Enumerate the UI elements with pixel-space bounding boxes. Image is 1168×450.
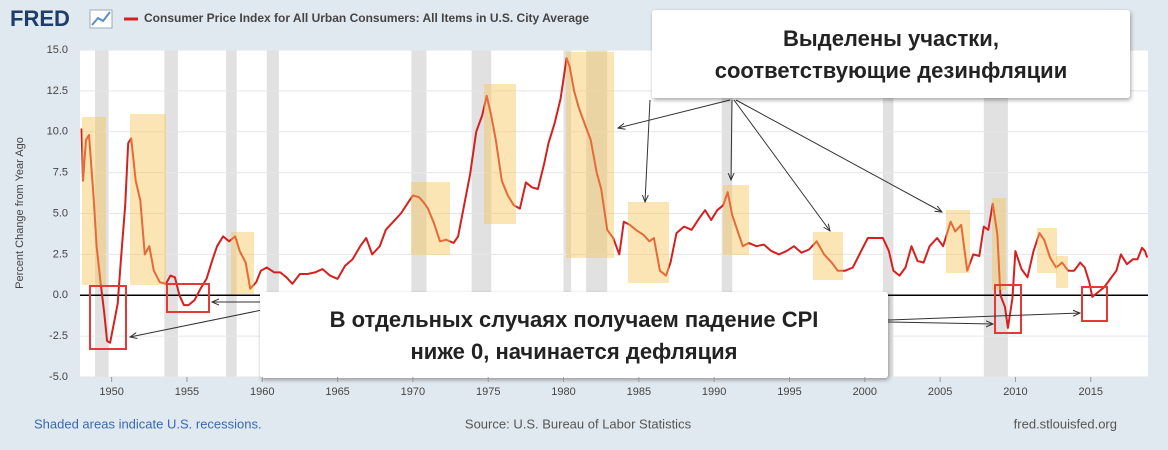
x-tick-label: 1965 (325, 386, 349, 398)
highlight-box (1056, 256, 1068, 288)
annotation-box (652, 10, 1130, 98)
arrow (735, 99, 942, 212)
y-tick-label: 12.5 (47, 85, 68, 97)
highlight-box (628, 202, 669, 283)
annotation-text: Выделены участки, (783, 26, 999, 51)
arrow (130, 309, 263, 337)
annotation-deflation: В отдельных случаях получаем падение CPI… (260, 292, 888, 378)
highlight-box (992, 198, 1006, 290)
annotation-text: соответствующие дезинфляции (715, 58, 1067, 83)
arrow (887, 313, 1080, 321)
x-tick-label: 1990 (702, 386, 726, 398)
annotation-box (260, 292, 888, 378)
highlight-box (946, 210, 970, 273)
y-tick-label: 7.5 (53, 167, 68, 179)
x-tick-label: 2000 (853, 386, 877, 398)
series-line (80, 57, 1149, 344)
annotation-text: В отдельных случаях получаем падение CPI (330, 307, 819, 332)
arrow (645, 99, 651, 202)
arrow (618, 99, 731, 128)
deflation-box (89, 285, 127, 350)
deflation-box (1081, 286, 1108, 322)
x-tick-label: 2010 (1003, 386, 1027, 398)
highlight-box (231, 232, 254, 294)
highlight-box (82, 117, 106, 285)
footer-site: fred.stlouisfed.org (1014, 416, 1117, 431)
highlight-box (130, 114, 166, 285)
deflation-boxes (89, 283, 1108, 350)
highlight-box (1037, 228, 1057, 273)
x-tick-label: 1970 (401, 386, 425, 398)
arrow (731, 99, 732, 180)
y-tick-label: 2.5 (53, 248, 68, 260)
x-tick-label: 1955 (175, 386, 199, 398)
y-axis-label: Percent Change from Year Ago (14, 137, 26, 289)
y-tick-label: 10.0 (47, 126, 68, 138)
x-tick-label: 1960 (250, 386, 274, 398)
y-tick-label: -2.5 (49, 330, 68, 342)
y-tick-label: 0.0 (53, 289, 68, 301)
annotation-disinflation: Выделены участки, соответствующие дезинф… (652, 10, 1130, 98)
footer-note: Shaded areas indicate U.S. recessions. (34, 416, 262, 431)
arrow (887, 322, 993, 324)
y-tick-label: 15.0 (47, 44, 68, 56)
logo-icon-line (91, 11, 111, 26)
footer-source: Source: U.S. Bureau of Labor Statistics (465, 416, 692, 431)
highlight-box (411, 182, 450, 255)
highlight-box (813, 232, 843, 280)
x-tick-label: 1975 (476, 386, 500, 398)
legend-label: Consumer Price Index for All Urban Consu… (144, 11, 589, 25)
highlight-box (566, 52, 614, 258)
logo: FRED (10, 6, 70, 31)
y-tick-label: -5.0 (49, 371, 68, 383)
x-tick-label: 1950 (99, 386, 123, 398)
highlight-box (484, 84, 516, 224)
x-tick-label: 2015 (1079, 386, 1103, 398)
highlight-box (723, 185, 749, 255)
annotation-text: ниже 0, начинается дефляция (411, 339, 738, 364)
logo-icon (89, 9, 113, 29)
x-tick-label: 1995 (777, 386, 801, 398)
arrow (733, 99, 830, 231)
highlights (82, 52, 1068, 294)
x-tick-label: 2005 (928, 386, 952, 398)
arrows (130, 99, 1080, 337)
y-tick-label: 5.0 (53, 207, 68, 219)
deflation-box (994, 284, 1022, 334)
deflation-box (166, 283, 210, 313)
x-tick-label: 1985 (627, 386, 651, 398)
x-tick-label: 1980 (551, 386, 575, 398)
